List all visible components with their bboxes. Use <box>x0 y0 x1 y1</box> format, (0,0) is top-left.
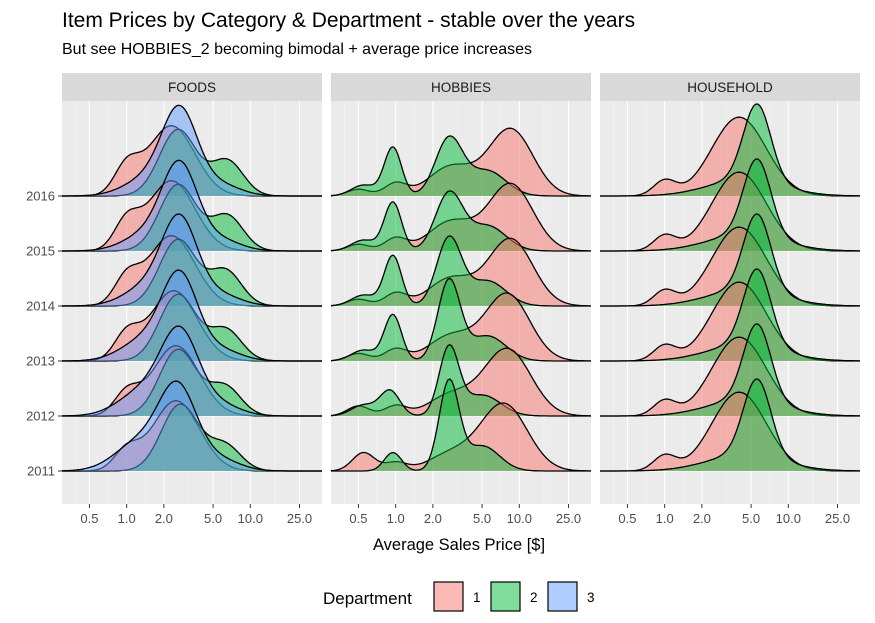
x-tick-label: 0.5 <box>349 511 367 526</box>
x-tick-label: 2.0 <box>424 511 442 526</box>
panel-hobbies: HOBBIES 0.5 1.0 2.0 5.0 10.0 25.0 <box>330 73 592 526</box>
x-axis-title: Average Sales Price [$] <box>373 536 545 554</box>
ridge-fill-dept-3-2016 <box>62 105 322 196</box>
ridge-line-dept-3-2011 <box>62 380 322 472</box>
ridge-fill-dept-3-2015 <box>62 160 322 251</box>
ridge-line-dept-2-2014 <box>330 235 591 307</box>
x-tick-label: 1.0 <box>656 511 674 526</box>
facet-strip <box>62 73 322 101</box>
x-tick-label: 10.0 <box>238 511 263 526</box>
x-tick-label: 1.0 <box>387 511 405 526</box>
ridge-fill-dept-3-2013 <box>62 270 322 361</box>
x-tick-label: 0.5 <box>80 511 98 526</box>
ridge-fill-dept-1-2016 <box>600 117 860 196</box>
ridge-fill-dept-1-2015 <box>331 183 591 251</box>
ridge-line-dept-2-2014 <box>600 213 861 307</box>
x-tick-label: 2.0 <box>155 511 173 526</box>
facet-strip-label: HOBBIES <box>431 80 491 95</box>
ridge-fill-dept-1-2012 <box>600 337 860 416</box>
ridge-fill-dept-1-2016 <box>331 128 591 196</box>
ridge-line-dept-3-2012 <box>62 325 322 417</box>
y-tick-label: 2016 <box>26 189 55 204</box>
ridge-fill-dept-1-2011 <box>600 392 860 471</box>
ridge-fill-dept-3-2011 <box>62 381 322 471</box>
ridge-fill-dept-2-2012 <box>331 344 591 416</box>
y-tick-label: 2013 <box>26 354 55 369</box>
panel-household: HOUSEHOLD 0.5 1.0 2.0 5.0 10.0 25.0 <box>600 73 861 526</box>
x-tick-label: 2.0 <box>693 511 711 526</box>
ridge-line-dept-3-2016 <box>62 104 322 197</box>
ridge-fill-dept-1-2012 <box>331 348 591 416</box>
x-tick-label: 25.0 <box>825 511 850 526</box>
ridge-line-dept-2-2012 <box>600 323 861 417</box>
chart-title: Item Prices by Category & Department - s… <box>62 9 635 32</box>
ridge-line-dept-3-2013 <box>62 269 322 362</box>
x-tick-label: 10.0 <box>507 511 532 526</box>
ridge-line-dept-2-2016 <box>600 103 861 197</box>
ridge-fill-dept-3-2014 <box>62 214 322 306</box>
y-tick-label: 2014 <box>26 299 55 314</box>
facet-strip <box>600 73 860 101</box>
panel-foods: FOODS 0.5 1.0 2.0 5.0 10.0 25.0 <box>62 73 322 526</box>
x-tick-label: 25.0 <box>556 511 581 526</box>
legend-label-dept-3: 3 <box>587 590 595 605</box>
facet-strip <box>331 73 591 101</box>
ridge-line-dept-2-2011 <box>600 378 861 472</box>
ridge-fill-dept-1-2011 <box>331 403 591 471</box>
ridge-fill-dept-2-2011 <box>600 379 860 471</box>
ridge-line-dept-2-2012 <box>330 343 591 417</box>
y-tick-label: 2012 <box>26 409 55 424</box>
x-tick-label: 1.0 <box>118 511 136 526</box>
legend-label-dept-1: 1 <box>473 590 481 605</box>
x-tick-label: 0.5 <box>618 511 636 526</box>
ridge-fill-dept-1-2013 <box>600 282 860 361</box>
facet-strip-label: HOUSEHOLD <box>687 80 773 95</box>
legend-title: Department <box>323 589 412 608</box>
legend: Department 1 2 3 <box>323 581 595 612</box>
x-tick-label: 5.0 <box>742 511 760 526</box>
legend-key-dept-1 <box>433 581 464 612</box>
ridge-line-dept-2-2013 <box>330 277 591 362</box>
y-tick-label: 2011 <box>27 464 55 479</box>
ridge-fill-dept-1-2014 <box>600 227 860 306</box>
x-tick-label: 10.0 <box>776 511 801 526</box>
y-axis: 2016 2015 2014 2013 2012 2011 <box>26 189 62 479</box>
ridge-line-dept-2-2015 <box>330 190 591 252</box>
ridge-fill-dept-1-2013 <box>331 293 591 361</box>
ridge-line-dept-2-2011 <box>331 378 591 472</box>
ridge-fill-dept-2-2014 <box>331 235 591 306</box>
y-tick-label: 2015 <box>26 244 55 259</box>
ridge-fill-dept-1-2015 <box>600 172 860 251</box>
ridge-fill-dept-3-2012 <box>62 326 322 416</box>
ridge-line-dept-3-2015 <box>62 159 322 252</box>
chart-subtitle: But see HOBBIES_2 becoming bimodal + ave… <box>62 41 532 58</box>
facet-strip-label: FOODS <box>168 80 216 95</box>
ridge-fill-dept-2-2013 <box>331 278 591 361</box>
ridge-line-dept-2-2013 <box>600 268 861 362</box>
x-tick-label: 5.0 <box>473 511 491 526</box>
ridge-fill-dept-1-2014 <box>331 238 591 306</box>
ridge-line-dept-3-2014 <box>62 213 322 307</box>
ridge-line-dept-2-2016 <box>330 135 591 197</box>
legend-key-dept-2 <box>490 581 521 612</box>
legend-key-dept-3 <box>547 581 578 612</box>
legend-label-dept-2: 2 <box>530 590 538 605</box>
x-tick-label: 25.0 <box>287 511 312 526</box>
ridge-line-dept-2-2015 <box>600 158 861 252</box>
ridge-fill-dept-2-2011 <box>331 379 591 471</box>
facet-panels: FOODS 0.5 1.0 2.0 5.0 10.0 25.0 HOBBIES 0.5 1.0 2.… <box>62 73 861 526</box>
x-tick-label: 5.0 <box>204 511 222 526</box>
